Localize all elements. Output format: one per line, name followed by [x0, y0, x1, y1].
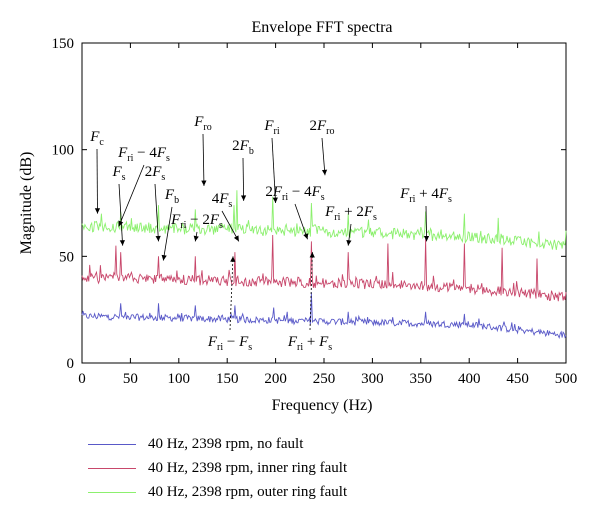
annotation-label: Fri + 2Fs [324, 204, 377, 223]
annotation-arrow [271, 137, 276, 204]
x-tick-label: 200 [264, 371, 287, 387]
legend-swatch [88, 491, 136, 493]
x-tick-label: 150 [216, 371, 239, 387]
annotation-arrowhead [309, 252, 315, 258]
annotation-label: Fc [89, 129, 104, 148]
annotation: Fs [111, 164, 126, 246]
annotation-label: Fri + 4Fs [399, 186, 452, 205]
annotation-arrow [242, 157, 245, 201]
annotation-arrowhead [423, 235, 430, 242]
legend-item-outer-ring-fault: 40 Hz, 2398 rpm, outer ring fault [88, 480, 347, 504]
annotation-label: Fb [164, 187, 179, 206]
x-tick-label: 0 [78, 371, 86, 387]
annotation: 2Fs [145, 164, 166, 242]
annotation: 2Fb [232, 138, 254, 201]
annotation-arrow [425, 205, 428, 242]
annotation-arrowhead [94, 208, 101, 214]
annotation-label: Fri − Fs [207, 334, 252, 353]
legend-label: 40 Hz, 2398 rpm, outer ring fault [148, 483, 348, 500]
series-line-2 [81, 190, 567, 250]
chart-title: Envelope FFT spectra [251, 19, 392, 36]
annotation: 2Fri − 4Fs [265, 184, 325, 240]
annotation-label: Fro [193, 114, 212, 133]
y-tick-label: 150 [52, 36, 75, 52]
annotation: Fri + 2Fs [324, 204, 377, 246]
tick-layer: 0 50 100 150 200 250 300 350 400 450 500 0 50 100 150 [52, 36, 578, 387]
x-tick-label: 50 [123, 371, 138, 387]
y-tick-label: 0 [67, 356, 75, 372]
annotation-arrowhead [230, 256, 236, 262]
annotation-arrow [294, 203, 308, 240]
annotation-arrow [309, 252, 313, 331]
annotation-arrowhead [193, 235, 199, 242]
annotation-label: 4Fs [212, 191, 233, 210]
annotation-arrowhead [346, 239, 352, 246]
legend-label: 40 Hz, 2398 rpm, inner ring fault [148, 459, 348, 476]
legend-item-inner-ring-fault: 40 Hz, 2398 rpm, inner ring fault [88, 456, 347, 480]
annotation-arrowhead [321, 169, 328, 176]
annotation-label: 2Fs [145, 164, 166, 183]
annotation: 2Fro [309, 118, 335, 176]
legend-label: 40 Hz, 2398 rpm, no fault [148, 435, 304, 452]
annotation-label: Fri + Fs [287, 334, 332, 353]
x-tick-label: 350 [410, 371, 433, 387]
annotation-arrowhead [155, 235, 161, 242]
series-layer [81, 190, 567, 340]
annotation-arrow [202, 133, 205, 186]
annotation: Fri + Fs [287, 252, 332, 353]
annotation-arrowhead [119, 240, 125, 246]
x-tick-label: 100 [168, 371, 191, 387]
annotation-label: 2Fri − 4Fs [265, 184, 324, 203]
annotation-arrowhead [303, 233, 309, 240]
annotation: 4Fs [212, 191, 240, 242]
annotation-arrowhead [161, 254, 167, 261]
plot-frame [81, 42, 567, 364]
annotation: Fri − Fs [207, 256, 252, 353]
annotation: Fri [263, 118, 280, 204]
legend-swatch [88, 467, 136, 469]
annotation-arrowhead [233, 235, 239, 242]
y-axis-label: Magnitude (dB) [18, 152, 35, 255]
annotation-arrowhead [118, 220, 124, 227]
annotation: Fri − 2Fs [170, 212, 223, 242]
annotation-arrow [162, 206, 173, 261]
series-line-0 [81, 292, 567, 340]
annotation-label: Fri [263, 118, 280, 137]
legend-swatch [88, 443, 136, 445]
annotation-arrow [321, 137, 326, 176]
annotation-label: Fri − 2Fs [170, 212, 223, 231]
annotation-label: Fs [111, 164, 125, 183]
annotation-arrow [154, 183, 159, 242]
annotation: Fb [161, 187, 179, 261]
legend: 40 Hz, 2398 rpm, no fault 40 Hz, 2398 rp… [88, 432, 347, 504]
annotation: Fro [193, 114, 212, 186]
annotation-arrowhead [240, 195, 247, 201]
x-tick-label: 250 [313, 371, 336, 387]
annotation: Fri + 4Fs [399, 186, 452, 242]
y-tick-label: 100 [52, 143, 75, 159]
annotation-label: Fri − 4Fs [117, 145, 170, 164]
annotation-label: 2Fro [309, 118, 334, 137]
annotation-arrowhead [201, 180, 207, 186]
x-tick-label: 400 [458, 371, 481, 387]
y-tick-label: 50 [59, 249, 74, 265]
x-tick-label: 300 [361, 371, 384, 387]
x-axis-label: Frequency (Hz) [272, 397, 373, 414]
x-tick-label: 500 [555, 371, 578, 387]
annotation-label: 2Fb [232, 138, 254, 157]
annotation: Fri − 4Fs [117, 145, 170, 227]
legend-item-no-fault: 40 Hz, 2398 rpm, no fault [88, 432, 347, 456]
x-tick-label: 450 [506, 371, 529, 387]
annotation-arrow [229, 256, 234, 331]
annotation-arrow [221, 210, 240, 242]
annotation: Fc [89, 129, 104, 214]
annotation-arrow [118, 164, 145, 227]
series-line-1 [81, 234, 567, 302]
annotation-arrowhead [272, 197, 278, 203]
annotation-arrow [118, 183, 124, 246]
